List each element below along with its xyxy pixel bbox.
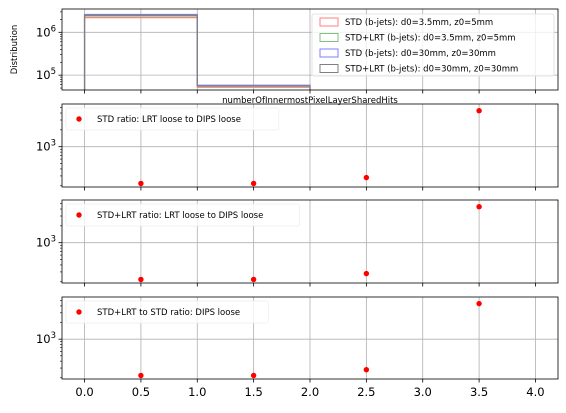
panel-1: STD (b-jets): d0=3.5mm, z0=5mm STD+LRT (b… — [10, 8, 559, 106]
legend-box — [65, 203, 301, 227]
legend-marker — [76, 309, 82, 315]
ytick-label: 105 — [36, 67, 56, 82]
axes-frame — [61, 296, 559, 380]
data-point — [250, 372, 257, 379]
xtick-label: 0.0 — [75, 385, 93, 399]
axes-frame — [61, 199, 559, 284]
data-point — [138, 372, 144, 379]
y-axis-label: Distribution — [10, 25, 20, 75]
legend-marker — [76, 116, 82, 122]
xtick-label: 1.0 — [188, 385, 206, 399]
x-axis-label: numberOfInnermostPixelLayerSharedHits — [222, 96, 398, 106]
legend-label: STD (b-jets): d0=3.5mm, z0=5mm — [345, 18, 493, 28]
data-point — [250, 180, 257, 187]
panel-3: STD+LRT ratio: LRT loose to DIPS loose — [58, 199, 559, 287]
ytick-label: 103 — [36, 139, 56, 154]
legend-box — [311, 13, 555, 77]
data-point — [363, 174, 370, 181]
legend-box — [65, 107, 280, 131]
legend-swatch — [319, 64, 339, 73]
data-point — [363, 366, 370, 373]
axes-frame — [61, 103, 559, 188]
legend-label: STD ratio: LRT loose to DIPS loose — [97, 115, 241, 125]
xtick-label: 1.5 — [244, 385, 262, 399]
legend-label: STD+LRT to STD ratio: DIPS loose — [97, 308, 240, 318]
ytick-label: 103 — [36, 235, 56, 250]
data-point — [250, 276, 257, 283]
data-point — [363, 270, 370, 277]
xtick-label: 0.5 — [132, 385, 150, 399]
legend-label: STD+LRT (b-jets): d0=30mm, z0=30mm — [345, 65, 518, 75]
xtick-label: 3.5 — [470, 385, 488, 399]
xtick-label: 4.0 — [526, 385, 544, 399]
legend-label: STD (b-jets): d0=30mm, z0=30mm — [345, 49, 496, 59]
data-point — [476, 108, 482, 114]
panel-4: STD+LRT to STD ratio: DIPS loose 0.0 0.5 1.… — [58, 296, 559, 399]
ytick-label: 106 — [36, 24, 56, 39]
data-point — [138, 180, 144, 187]
xtick-label: 3.0 — [414, 385, 432, 399]
legend-swatch — [319, 33, 339, 42]
legend-label: STD+LRT ratio: LRT loose to DIPS loose — [97, 211, 263, 221]
legend-swatch — [319, 17, 339, 27]
histogram-series-4 — [83, 14, 311, 90]
data-point — [476, 204, 482, 210]
ytick-label: 103 — [36, 331, 56, 346]
xtick-label: 2.0 — [301, 385, 319, 399]
panel-2: STD ratio: LRT loose to DIPS loose — [58, 103, 559, 191]
axes-frame — [61, 8, 559, 91]
legend-swatch — [319, 48, 339, 58]
data-point — [138, 276, 144, 283]
data-point — [476, 300, 482, 307]
legend-marker — [76, 212, 82, 218]
legend-label: STD+LRT (b-jets): d0=3.5mm, z0=5mm — [345, 34, 516, 44]
xtick-label: 2.5 — [357, 385, 375, 399]
legend-box — [65, 300, 269, 324]
